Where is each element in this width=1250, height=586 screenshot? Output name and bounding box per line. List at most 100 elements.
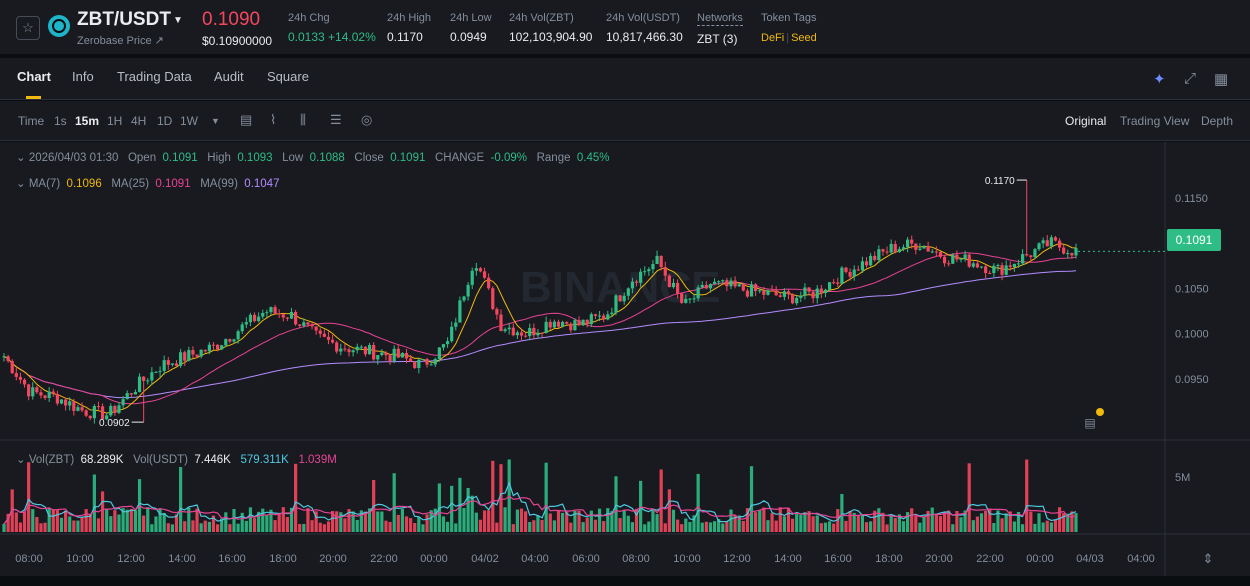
indicator-chart-icon[interactable]: ⌇ — [270, 112, 277, 127]
volume-bar — [634, 508, 639, 532]
volume-bar — [708, 522, 713, 532]
favorite-star-icon[interactable]: ☆ — [16, 16, 40, 40]
tab-trading-data[interactable]: Trading Data — [117, 69, 192, 84]
volume-bar — [72, 520, 76, 532]
tag-seed[interactable]: Seed — [791, 32, 817, 44]
volume-bar — [1037, 513, 1041, 532]
tag-defi[interactable]: DeFi — [761, 32, 785, 44]
volume-bar — [183, 521, 187, 532]
candle-body — [844, 267, 848, 272]
target-settings-icon[interactable]: ◎ — [361, 112, 373, 127]
volume-bar — [330, 511, 335, 532]
collapse-chevron-icon[interactable]: ⌄ — [16, 454, 29, 466]
candle-body — [129, 393, 133, 395]
volume-bar — [852, 512, 856, 532]
candle-body — [105, 415, 109, 420]
tab-square[interactable]: Square — [267, 69, 309, 84]
layout-grid-icon[interactable]: ▦ — [1214, 71, 1229, 88]
more-timeframes-chevron-down-icon[interactable]: ▼ — [211, 116, 220, 126]
price-chart[interactable]: BINANCE0.11500.11000.10500.10000.09505M0… — [0, 142, 1250, 576]
volume-bar — [450, 485, 454, 532]
volume-bar — [778, 507, 782, 532]
volume-bar — [195, 508, 199, 532]
volume-bar — [388, 521, 392, 532]
pair-dropdown-caret-icon[interactable]: ▼ — [173, 15, 183, 26]
candle-body — [72, 401, 76, 411]
volume-bar — [597, 508, 602, 532]
calendar-icon[interactable]: ▤ — [240, 112, 253, 127]
view-original[interactable]: Original — [1065, 114, 1107, 128]
candle-body — [482, 271, 487, 278]
volume-bar — [400, 508, 405, 532]
candle-body — [934, 251, 938, 253]
volume-bar — [1008, 511, 1012, 532]
candle-body — [88, 415, 92, 419]
candle-body — [1000, 265, 1004, 275]
chart-settings-icon[interactable]: ☰ — [330, 112, 342, 127]
timeframe-4h[interactable]: 4H — [131, 114, 147, 128]
candle-body — [289, 312, 294, 319]
candle-body — [721, 280, 725, 282]
timeframe-15m[interactable]: 15m — [75, 114, 100, 128]
tab-info[interactable]: Info — [72, 69, 94, 84]
volume-bar — [1066, 513, 1070, 532]
candle-body — [388, 355, 392, 362]
candle-body — [396, 348, 400, 358]
volume-bar — [807, 511, 811, 532]
fullscreen-icon[interactable]: ⤢ — [1184, 70, 1197, 87]
volume-bar — [721, 523, 725, 532]
chart-area[interactable]: BINANCE0.11500.11000.10500.10000.09505M0… — [0, 142, 1250, 576]
candle-body — [979, 266, 984, 268]
candle-body — [1045, 240, 1049, 247]
candle-body — [306, 322, 310, 325]
volume-bar — [712, 521, 717, 532]
time-axis-label: 16:00 — [218, 553, 246, 565]
timeframe-1h[interactable]: 1H — [107, 114, 123, 128]
timeframe-1d[interactable]: 1D — [157, 114, 173, 128]
volume-bar — [187, 507, 191, 532]
timeframe-1s[interactable]: 1s — [54, 114, 67, 128]
ai-sparkle-icon[interactable]: ✦ — [1153, 71, 1166, 88]
volume-bar — [1062, 513, 1066, 532]
candle-type-icon[interactable]: ⫼ — [300, 112, 306, 127]
candle-body — [634, 281, 639, 283]
volume-bar — [265, 515, 269, 532]
volume-bar — [10, 489, 14, 532]
volume-bar — [404, 516, 409, 532]
stat-networks[interactable]: Networks ZBT (3) — [697, 12, 743, 46]
collapse-chevron-icon[interactable]: ⌄ — [16, 178, 29, 190]
candle-body — [893, 243, 897, 253]
notes-icon: ▤ — [1084, 416, 1095, 430]
volume-bar — [754, 512, 758, 532]
coin-price-link[interactable]: Zerobase Price ↗ — [77, 35, 164, 47]
pair-symbol[interactable]: ZBT/USDT — [77, 9, 171, 30]
collapse-chevron-icon[interactable]: ⌄ — [16, 152, 29, 164]
timeframe-1w[interactable]: 1W — [180, 114, 198, 128]
view-depth[interactable]: Depth — [1201, 114, 1234, 128]
tab-chart[interactable]: Chart — [17, 69, 51, 84]
timeframe-time[interactable]: Time — [18, 114, 45, 128]
candle-body — [971, 263, 975, 267]
volume-bar — [339, 512, 343, 532]
candle-body — [248, 314, 253, 323]
candle-body — [963, 254, 967, 259]
candle-body — [441, 344, 446, 348]
stat-24h-vol-zbt: 24h Vol(ZBT) 102,103,904.90 — [509, 12, 593, 44]
volume-bar — [910, 508, 914, 532]
volume-bar — [951, 524, 955, 532]
stat-24h-low: 24h Low 0.0949 — [450, 12, 492, 44]
candle-body — [1016, 263, 1021, 265]
volume-bar — [1041, 522, 1045, 532]
view-trading-view[interactable]: Trading View — [1120, 114, 1190, 128]
tab-audit[interactable]: Audit — [214, 69, 244, 84]
volume-bar — [35, 516, 39, 532]
candle-body — [618, 295, 622, 302]
volume-bar — [725, 521, 729, 532]
volume-bar — [174, 514, 179, 532]
candle-body — [64, 399, 68, 406]
ma99-line — [3, 270, 1077, 399]
candle-body — [22, 379, 27, 385]
volume-bar — [630, 522, 635, 532]
volume-bar — [938, 516, 943, 532]
time-axis-label: 10:00 — [673, 553, 701, 565]
